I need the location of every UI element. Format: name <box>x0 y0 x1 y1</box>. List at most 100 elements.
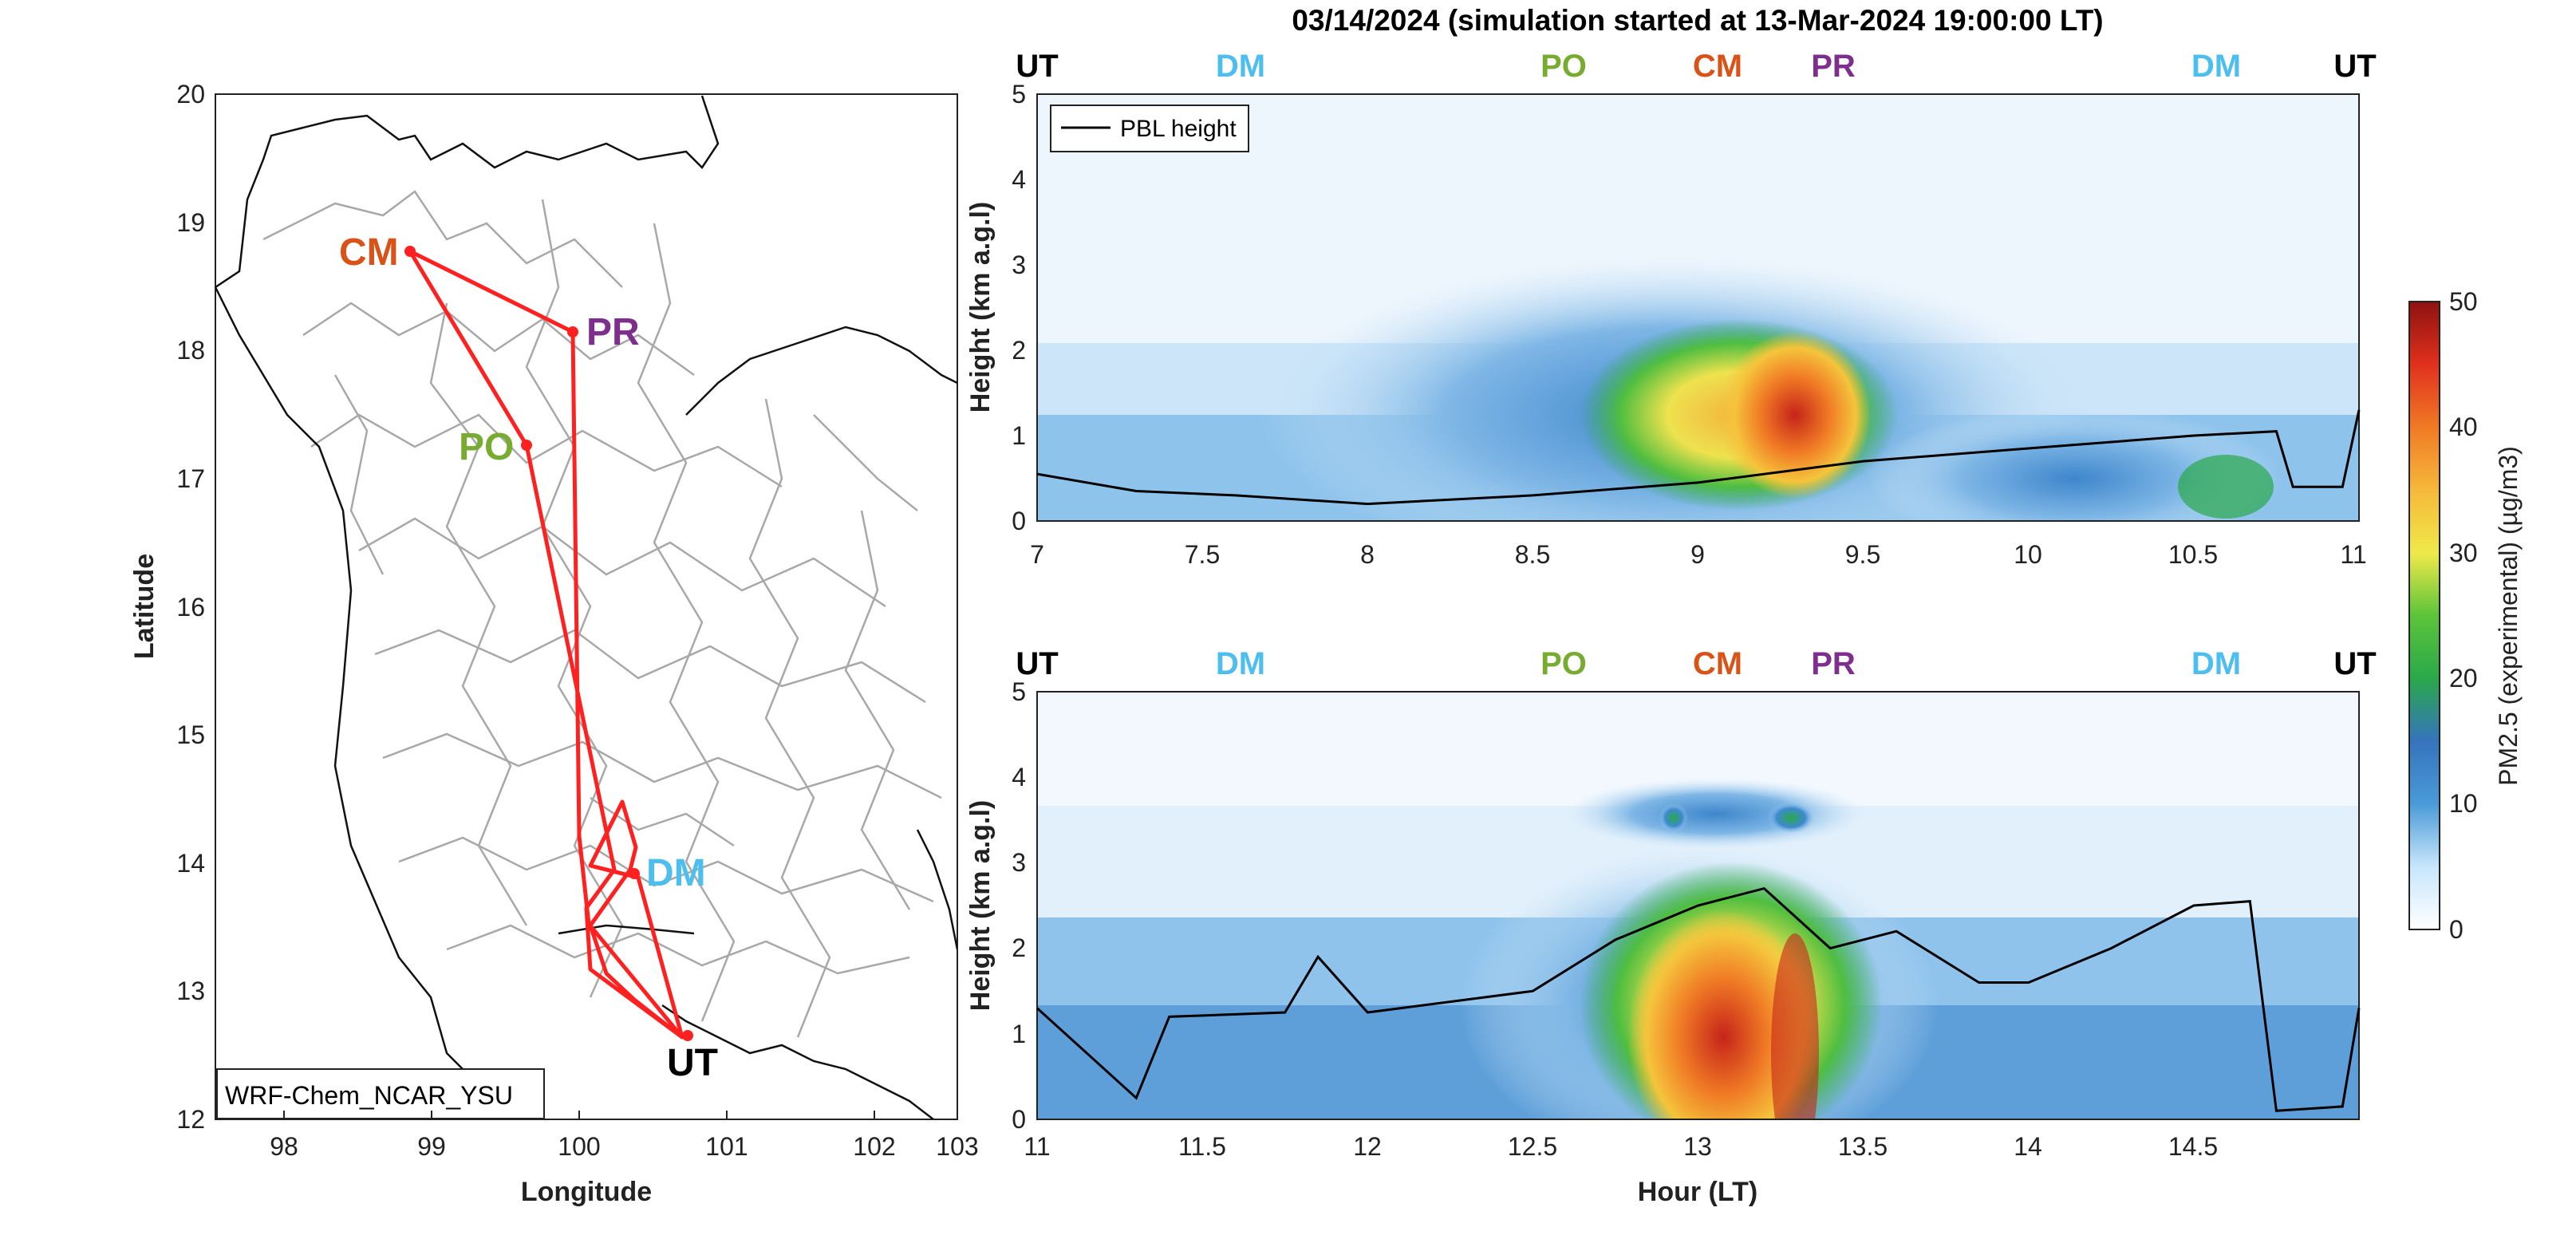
site-marker-dm <box>629 868 640 879</box>
province-borders <box>262 190 942 1038</box>
ytick-label: 3 <box>1012 251 1026 279</box>
xtick-label: 9.5 <box>1845 540 1880 569</box>
site-label-pr: PR <box>586 311 640 353</box>
map-xlabel: Longitude <box>521 1177 652 1207</box>
xtick-label: 12 <box>1353 1132 1382 1161</box>
ytick-label: 2 <box>1012 933 1026 962</box>
country-border <box>215 95 957 1119</box>
site-marker-cm <box>404 246 416 257</box>
map-frame <box>215 93 958 1120</box>
colorbar-tick-label: 30 <box>2449 539 2478 567</box>
xtick-label: 14.5 <box>2168 1132 2218 1161</box>
legend-label: PBL height <box>1120 116 1237 142</box>
model-label: WRF-Chem_NCAR_YSU <box>225 1081 513 1110</box>
site-marker-po <box>521 440 532 451</box>
ytick-label: 0 <box>1012 507 1026 535</box>
map-xtick-label: 100 <box>558 1132 600 1161</box>
site-label: DM <box>1216 646 1265 681</box>
site-label-dm: DM <box>646 852 706 894</box>
site-marker-pr <box>567 326 578 337</box>
site-label: CM <box>1693 646 1742 681</box>
map-ylabel: Latitude <box>129 554 160 659</box>
site-label-cm: CM <box>339 231 399 274</box>
ytick-label: 4 <box>1012 165 1026 194</box>
xlabel-bottom: Hour (LT) <box>1638 1177 1757 1207</box>
ytick-label: 0 <box>1012 1105 1026 1134</box>
site-label: DM <box>1216 49 1265 84</box>
ytick-label: 1 <box>1012 1020 1026 1048</box>
x-ticks-bottom: 11 11.5 12 12.5 13 13.5 14 14.5 <box>1024 1132 2218 1161</box>
y-ticks-bottom: 0 1 2 3 4 5 <box>1012 677 1026 1134</box>
time-height-panel-top: PBL height UT DM PO CM PR DM UT 7 7.5 8 … <box>965 49 2377 569</box>
route <box>408 249 684 1040</box>
xtick-label: 7 <box>1030 540 1044 569</box>
model-label-box <box>216 1068 545 1119</box>
colorbar-ticks: 0 10 20 30 40 50 <box>2449 287 2478 944</box>
colorbar-tick-label: 10 <box>2449 789 2478 818</box>
time-height-panel-bottom: UT DM PO CM PR DM UT 11 11.5 12 12.5 13 … <box>965 646 2377 1207</box>
xtick-label: 13 <box>1683 1132 1712 1161</box>
pm25-field-bottom <box>1037 778 2359 1119</box>
xtick-label: 11 <box>1024 1132 1050 1161</box>
map-ytick-label: 14 <box>176 849 205 878</box>
map-ytick-label: 19 <box>176 208 205 237</box>
ytick-label: 4 <box>1012 763 1026 791</box>
route-sites: CM PR PO DM UT <box>339 231 718 1084</box>
site-label: UT <box>1016 646 1058 681</box>
ytick-label: 5 <box>1012 677 1026 706</box>
xtick-label: 12.5 <box>1508 1132 1557 1161</box>
map-ytick-label: 12 <box>176 1105 205 1134</box>
map-xtick-label: 98 <box>270 1132 298 1161</box>
site-label: PR <box>1811 49 1856 84</box>
y-ticks-top: 0 1 2 3 4 5 <box>1012 80 1026 535</box>
map-xtick-label: 101 <box>705 1132 748 1161</box>
map-ytick-label: 17 <box>176 464 205 493</box>
pbl-line-bottom <box>1036 886 2361 1112</box>
site-label: CM <box>1693 49 1742 84</box>
xtick-label: 10.5 <box>2168 540 2218 569</box>
xtick-label: 7.5 <box>1185 540 1220 569</box>
map-ytick-label: 18 <box>176 336 205 365</box>
map-xtick-label: 102 <box>853 1132 895 1161</box>
ytick-label: 2 <box>1012 336 1026 365</box>
colorbar: 0 10 20 30 40 50 PM2.5 (experimental) (µ… <box>2408 287 2523 944</box>
map-ytick-label: 16 <box>176 593 205 622</box>
xtick-label: 9 <box>1690 540 1705 569</box>
map-ytick-label: 20 <box>176 80 205 109</box>
colorbar-label: PM2.5 (experimental) (µg/m3) <box>2494 446 2523 786</box>
xtick-label: 11.5 <box>1178 1132 1226 1161</box>
xtick-label: 10 <box>2014 540 2042 569</box>
pm25-field-top <box>1037 255 2359 521</box>
site-label-ut: UT <box>667 1042 718 1084</box>
map-xtick-label: 99 <box>417 1132 446 1161</box>
site-label: DM <box>2191 646 2241 681</box>
site-label: UT <box>1016 49 1058 84</box>
pbl-line-top <box>1036 409 2361 506</box>
xtick-label: 14 <box>2014 1132 2042 1161</box>
colorbar-tick-label: 20 <box>2449 664 2478 693</box>
ytick-label: 1 <box>1012 421 1026 450</box>
colorbar-tick-label: 40 <box>2449 412 2478 441</box>
ytick-label: 3 <box>1012 848 1026 877</box>
colorbar-gradient <box>2408 301 2440 930</box>
site-label: PO <box>1540 646 1587 681</box>
map-x-ticks: 98 99 100 101 102 103 <box>270 1111 979 1161</box>
site-labels-top: UT DM PO CM PR DM UT <box>1016 49 2376 84</box>
map-ytick-label: 15 <box>176 720 205 749</box>
x-ticks-top: 7 7.5 8 8.5 9 9.5 10 10.5 11 <box>1030 540 2367 569</box>
site-label: UT <box>2333 646 2376 681</box>
map-xtick-label: 103 <box>936 1132 978 1161</box>
plot-frame-bottom <box>1036 691 2360 1120</box>
site-label: DM <box>2191 49 2241 84</box>
site-label: UT <box>2333 49 2376 84</box>
site-marker-ut <box>682 1030 693 1041</box>
map-ytick-label: 13 <box>176 977 205 1005</box>
site-label-po: PO <box>459 426 514 468</box>
ytick-label: 5 <box>1012 80 1026 109</box>
site-labels-bottom: UT DM PO CM PR DM UT <box>1016 646 2376 681</box>
map-y-ticks: 12 13 14 15 16 17 18 19 20 <box>176 80 205 1134</box>
site-label: PR <box>1811 646 1856 681</box>
figure-title: 03/14/2024 (simulation started at 13-Mar… <box>1292 4 2103 37</box>
xtick-label: 8.5 <box>1515 540 1550 569</box>
